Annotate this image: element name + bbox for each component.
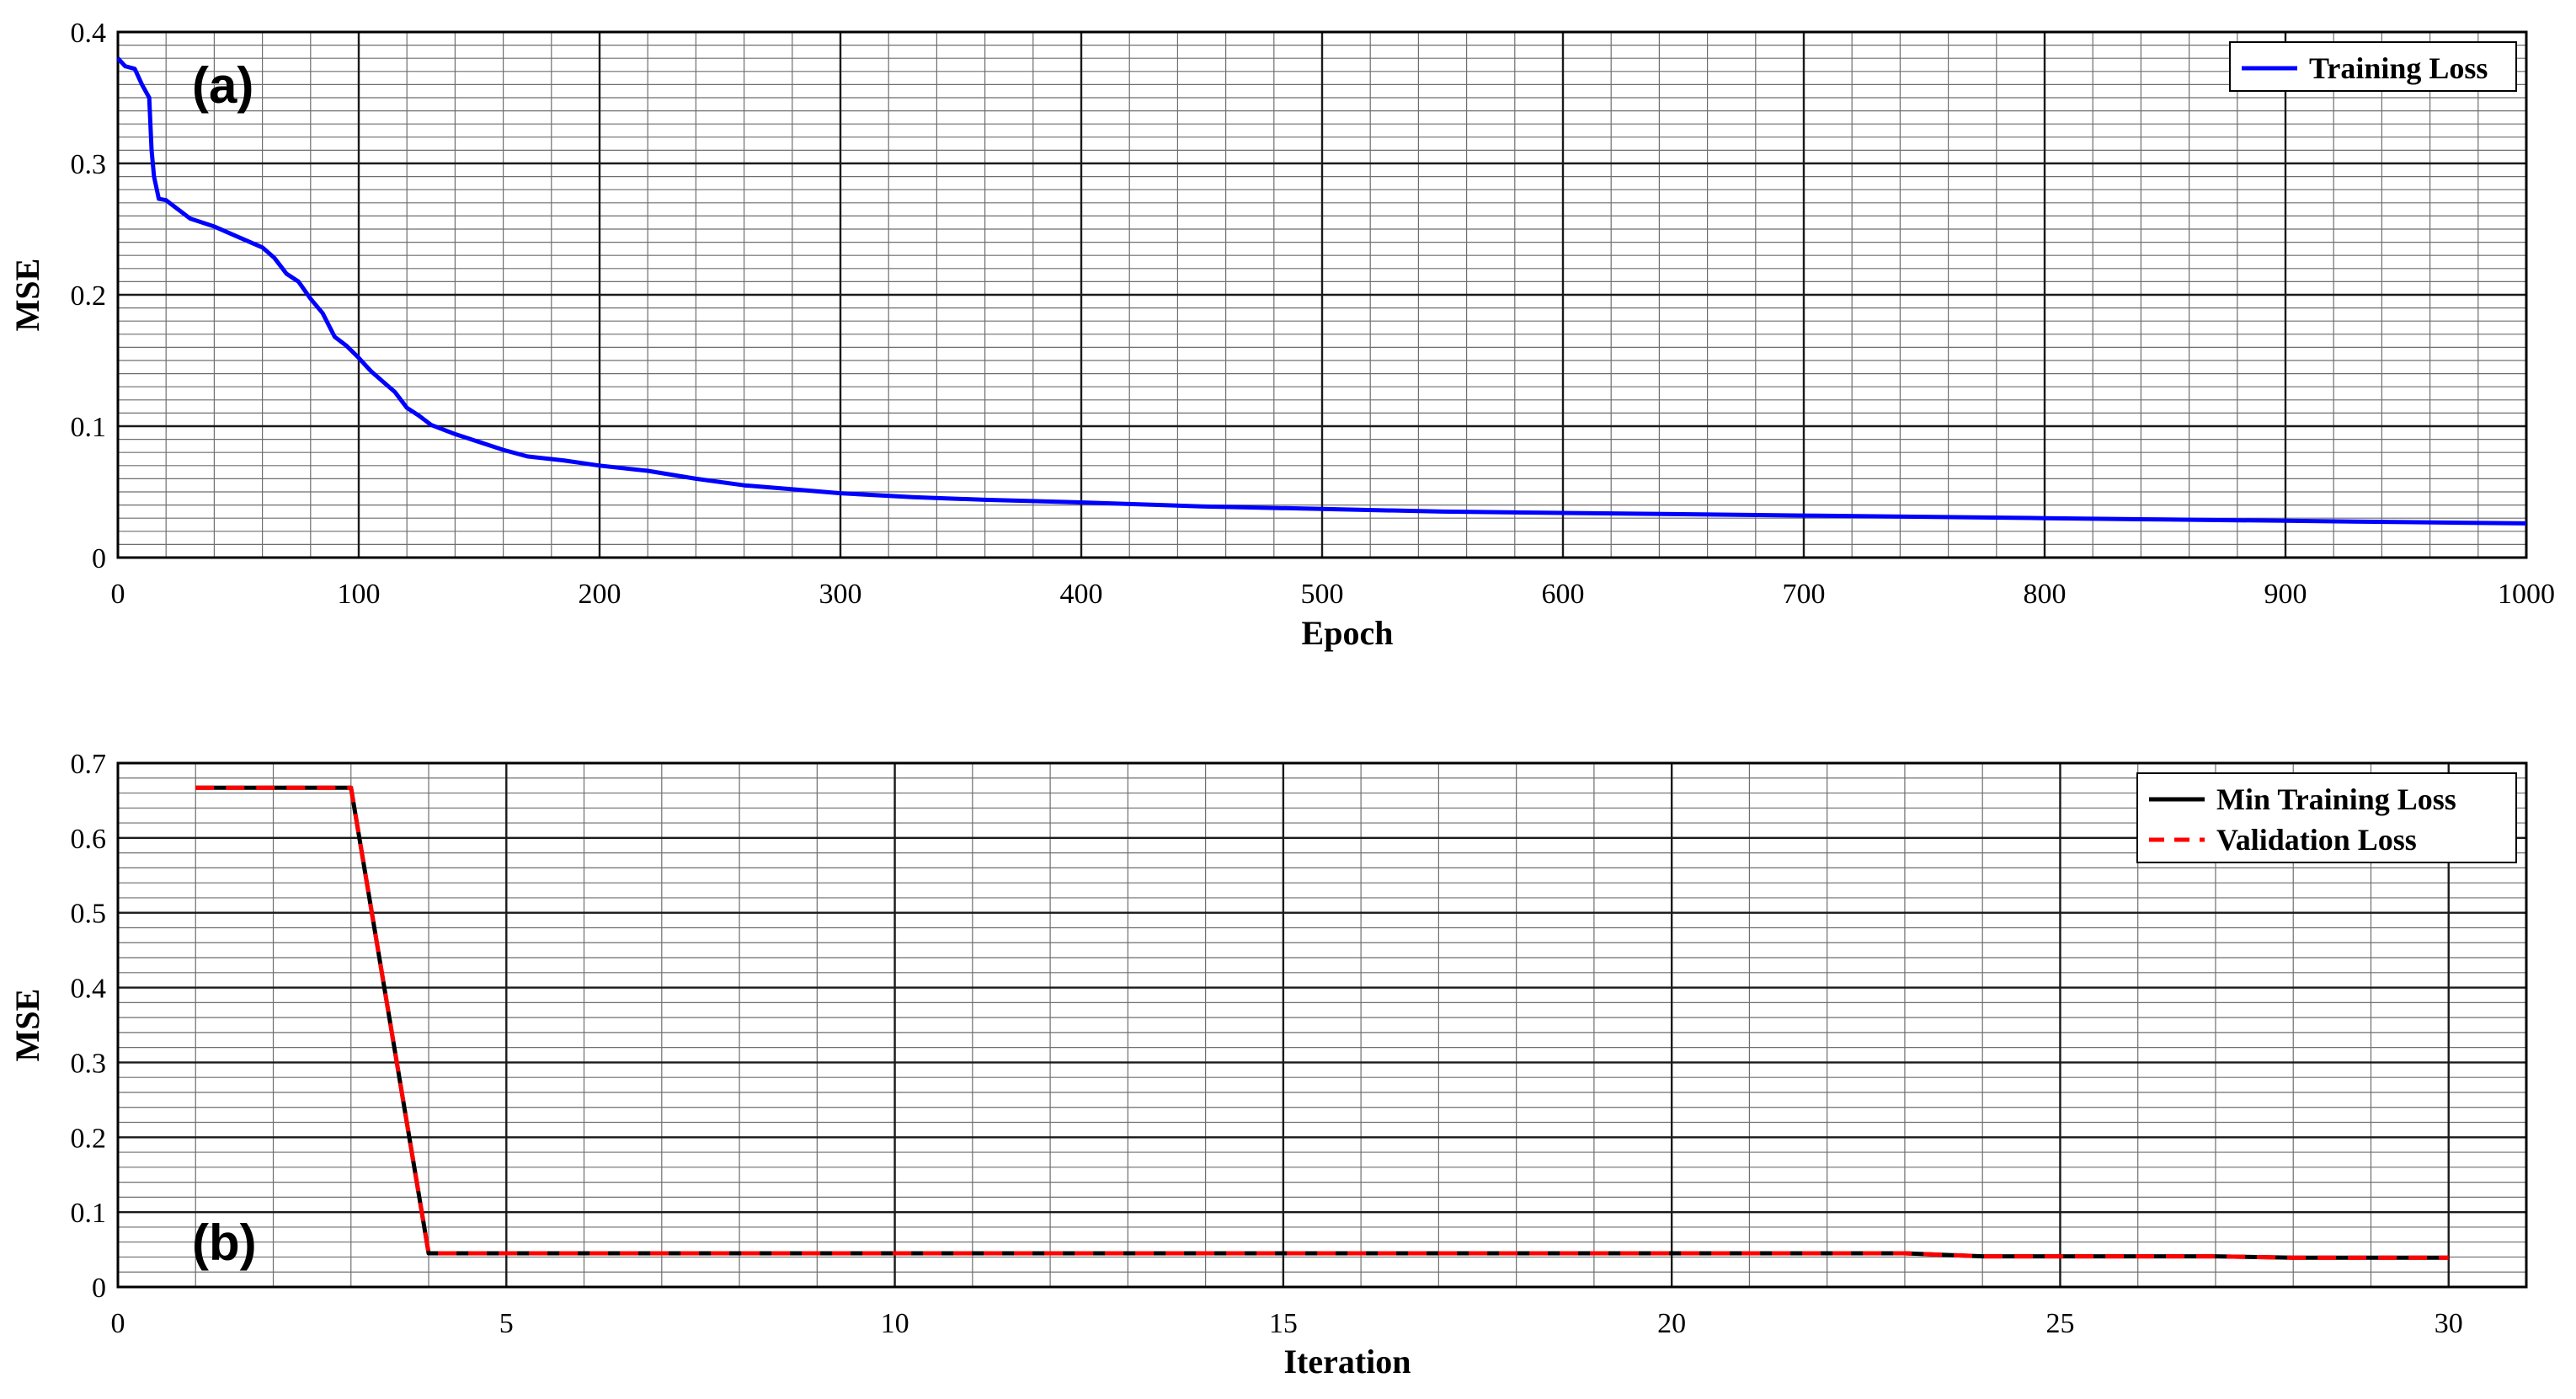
- y-tick-label: 0.6: [71, 824, 107, 855]
- y-tick-label: 0.4: [71, 18, 107, 49]
- x-tick-label: 100: [338, 579, 381, 610]
- x-tick-label: 400: [1060, 579, 1103, 610]
- y-tick-label: 0.5: [71, 899, 107, 930]
- legend-label: Min Training Loss: [2216, 782, 2456, 816]
- x-tick-label: 600: [1542, 579, 1585, 610]
- x-tick-label: 300: [819, 579, 862, 610]
- y-tick-label: 0.2: [71, 1123, 107, 1154]
- series-line-training-loss: [116, 56, 2527, 526]
- x-tick-label: 5: [499, 1308, 514, 1339]
- plot-area: [118, 763, 2526, 1287]
- minor-grid: [117, 762, 2527, 1288]
- legend-box: [2136, 772, 2517, 863]
- panel-label: (a): [192, 57, 253, 114]
- x-axis-label: Epoch: [1302, 614, 1394, 652]
- legend-label: Validation Loss: [2216, 823, 2417, 857]
- x-tick-label: 200: [579, 579, 621, 610]
- x-tick-label: 30: [2435, 1308, 2463, 1339]
- panel-a: 0 100 200 300 400 500 600 700 800 900 1000 0 0.1 0.2 0…: [8, 18, 2555, 652]
- x-tick-label: 1000: [2498, 579, 2555, 610]
- x-tick-label: 0: [111, 1308, 125, 1339]
- y-tick-label: 0: [92, 1273, 106, 1304]
- x-tick-label: 500: [1301, 579, 1344, 610]
- x-tick-label: 25: [2045, 1308, 2074, 1339]
- y-axis-label: MSE: [8, 259, 46, 332]
- x-tick-label: 900: [2264, 579, 2307, 610]
- legend: Training Loss: [2229, 41, 2517, 92]
- x-tick-label: 700: [1783, 579, 1826, 610]
- x-tick-label: 20: [1657, 1308, 1686, 1339]
- panel-b: 0 5 10 15 20 25 30 0 0.1 0.2 0.3 0.4 0.5 0.6 0.7 Iterat…: [8, 749, 2528, 1380]
- y-tick-label: 0.1: [71, 412, 107, 443]
- legend: Min Training Loss Validation Loss: [2136, 772, 2517, 863]
- legend-label: Training Loss: [2309, 51, 2488, 85]
- axes-box: [116, 30, 2528, 559]
- x-tick-label: 800: [2024, 579, 2067, 610]
- panel-label: (b): [192, 1215, 257, 1271]
- x-tick-label: 0: [111, 579, 125, 610]
- x-tick-label: 10: [881, 1308, 909, 1339]
- y-tick-label: 0.4: [71, 974, 107, 1005]
- axes-box: [116, 761, 2528, 1289]
- y-tick-label: 0.7: [71, 749, 107, 780]
- y-axis-label: MSE: [8, 989, 46, 1062]
- y-tick-label: 0.3: [71, 149, 107, 180]
- x-axis-label: Iteration: [1283, 1343, 1411, 1380]
- y-tick-label: 0.1: [71, 1198, 107, 1229]
- y-tick-label: 0.3: [71, 1048, 107, 1079]
- y-tick-label: 0: [92, 543, 106, 574]
- y-tick-label: 0.2: [71, 280, 107, 312]
- series-line-validation-loss: [195, 785, 2449, 1260]
- x-tick-label: 15: [1269, 1308, 1298, 1339]
